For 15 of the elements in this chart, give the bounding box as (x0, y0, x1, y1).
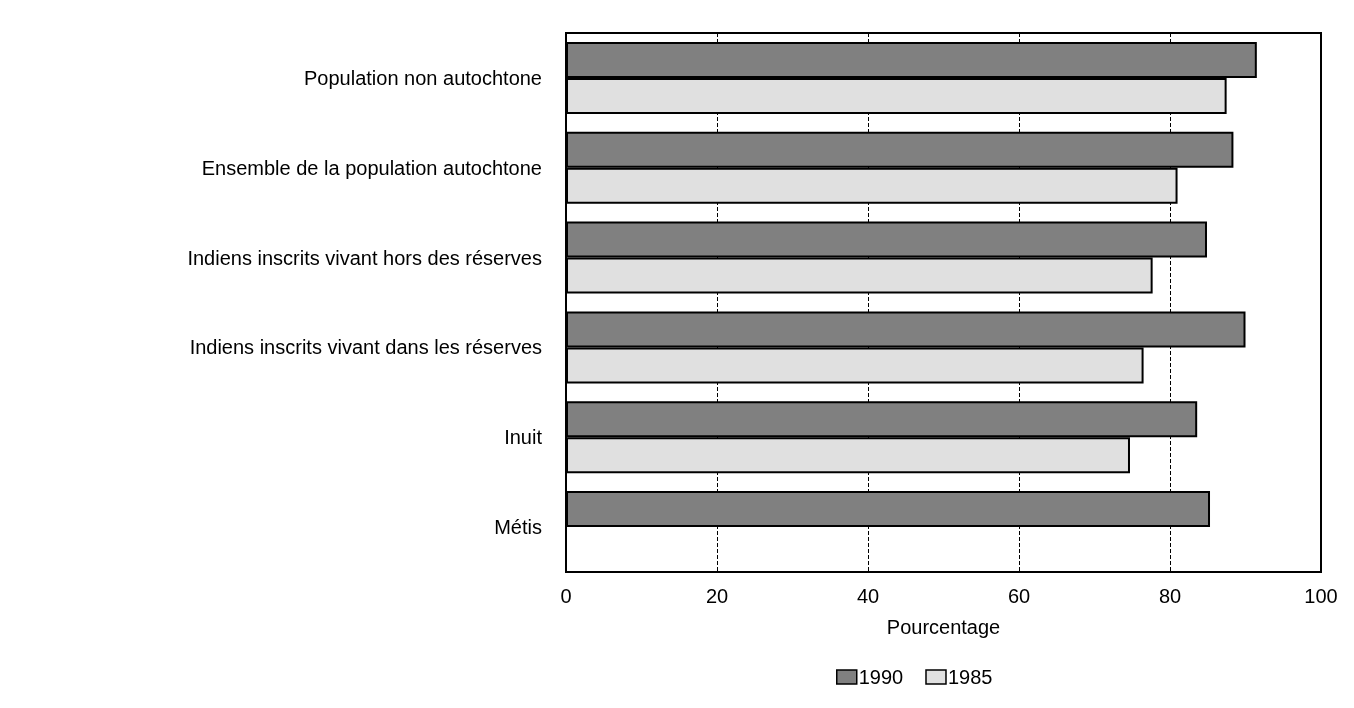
y-tick-label: Inuit (504, 426, 543, 449)
y-tick-label: Indiens inscrits vivant hors des réserves (187, 246, 542, 269)
x-tick-label: 100 (1304, 585, 1338, 607)
y-tick-label: Ensemble de la population autochtone (201, 156, 542, 179)
x-axis-title: Pourcentage (886, 616, 1001, 638)
x-tick-label: 0 (560, 585, 572, 607)
x-tick-label: 40 (856, 585, 880, 607)
x-tick-label: 60 (1007, 585, 1031, 607)
y-tick-label: Indiens inscrits vivant dans les réserves (189, 336, 542, 359)
x-tick-label: 20 (705, 585, 729, 607)
y-tick-label: Population non autochtone (304, 66, 542, 89)
legend-label: 1985 (947, 666, 993, 688)
legend-label: 1990 (858, 666, 904, 688)
y-tick-label: Métis (494, 516, 542, 539)
x-tick-label: 80 (1158, 585, 1182, 607)
